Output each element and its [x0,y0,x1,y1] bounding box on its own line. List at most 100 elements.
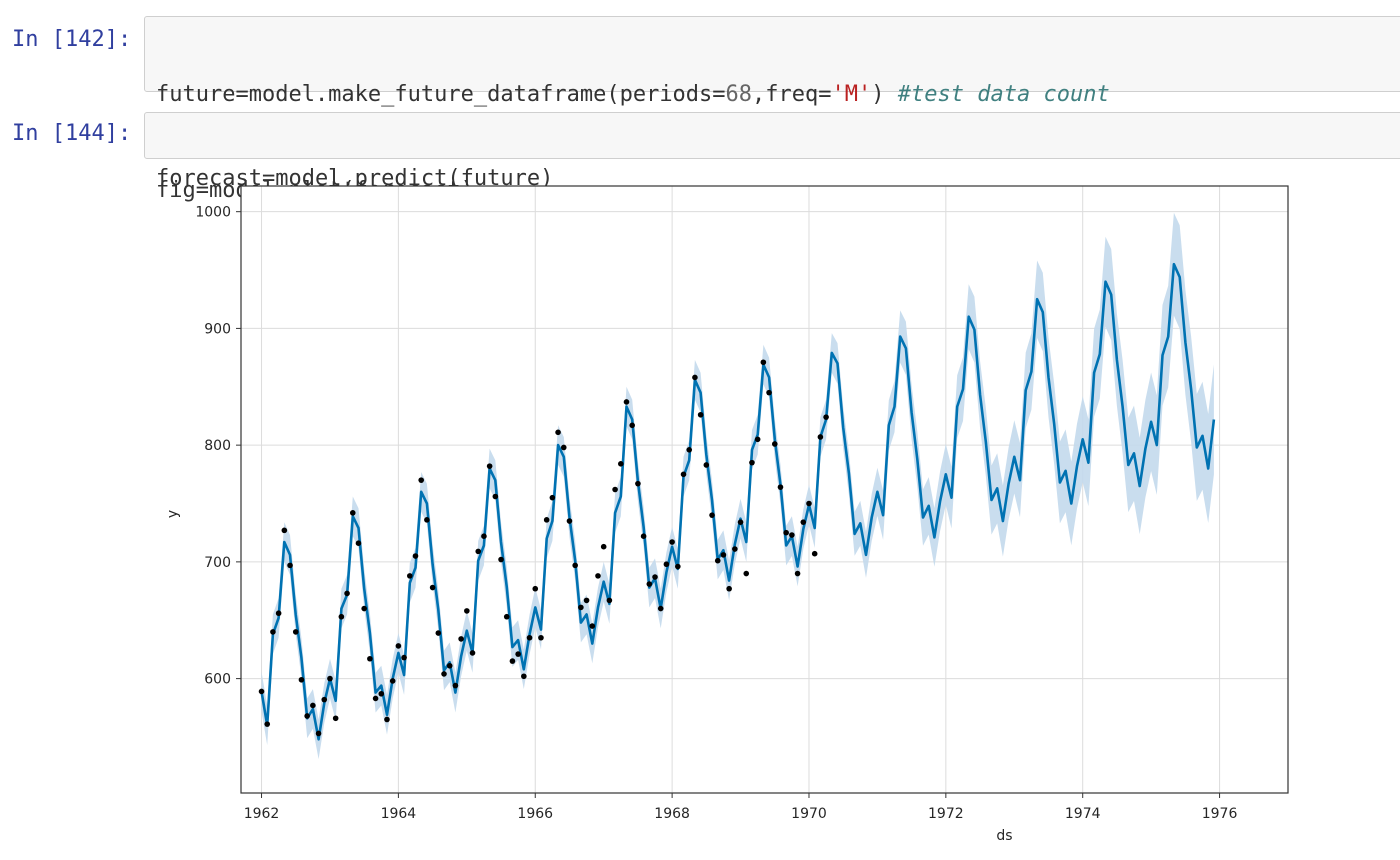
y-tick-label: 1000 [195,205,231,221]
x-tick-label: 1966 [517,806,553,822]
x-tick-label: 1968 [654,806,690,822]
observed-point [652,574,658,580]
x-tick-label: 1976 [1202,806,1238,822]
observed-point [304,713,310,719]
observed-point [629,422,635,429]
observed-point [617,461,624,467]
observed-point [332,715,339,722]
observed-point [760,359,767,366]
observed-point [458,636,464,642]
observed-point [806,500,812,507]
observed-point [287,562,293,569]
observed-point [686,447,693,453]
x-tick-label: 1970 [791,806,827,822]
observed-point [589,623,596,629]
y-tick-label: 800 [204,438,231,454]
observed-point [720,552,727,558]
observed-point [310,702,316,709]
x-tick-label: 1972 [928,806,964,822]
observed-point [389,678,396,684]
observed-point [566,518,573,524]
observed-point [258,688,265,695]
observed-point [270,629,276,635]
observed-point [515,651,521,657]
observed-point [503,613,510,620]
observed-point [327,675,333,682]
observed-point [498,556,504,563]
code-comment: #test data count [897,82,1110,107]
observed-point [367,655,373,662]
observed-point [657,605,664,612]
observed-point [555,429,561,436]
observed-point [606,597,613,604]
observed-point [384,716,390,723]
observed-point [749,459,755,466]
observed-point [424,517,430,523]
observed-point [697,411,704,418]
observed-point [355,540,362,546]
observed-point [714,557,721,564]
observed-point [646,581,653,587]
plot-frame [240,185,1289,794]
observed-point [766,389,772,396]
observed-point [281,527,288,534]
observed-point [789,532,795,538]
observed-point [600,543,607,550]
observed-point [475,548,482,555]
observed-point [675,563,681,570]
observed-point [709,512,715,518]
observed-point [680,471,687,478]
x-tick-label: 1962 [244,806,280,822]
observed-point [640,533,647,539]
x-tick-label: 1974 [1065,806,1101,822]
observed-point [526,634,533,641]
observed-point [275,610,282,617]
observed-point [406,573,413,579]
observed-point [560,444,567,451]
observed-point [521,673,527,680]
observed-point [737,519,744,525]
forecast-chart: 1962 1964 1966 1968 1970 1972 1974 1976 600 700 80… [165,185,1289,844]
observed-point [549,494,556,501]
observed-point [771,441,778,447]
observed-point [669,539,675,545]
observed-point [623,399,630,405]
y-tick-label: 900 [204,321,231,337]
observed-point [344,590,350,597]
observed-point [349,510,356,516]
observed-point [401,654,407,661]
observed-point [612,486,618,493]
observed-point [732,546,738,552]
observed-point [578,604,584,611]
output-plot: 1962 1964 1966 1968 1970 1972 1974 1976 600 700 80… [0,170,1400,860]
observed-point [595,573,601,579]
observed-point [703,462,710,468]
code-line-1: future=model.make_future_dataframe(perio… [156,82,1110,107]
observed-point [777,484,784,490]
code-editor-1[interactable]: future=model.make_future_dataframe(perio… [144,16,1400,191]
observed-point [543,517,550,523]
observed-point [532,585,539,592]
observed-point [298,676,305,683]
code-editor-2[interactable]: fig=model.plot(forecast) [144,112,1400,203]
observed-point [800,519,807,525]
observed-point [583,597,590,604]
observed-point [418,477,425,483]
observed-point [441,671,447,677]
observed-point [538,634,544,641]
observed-point [452,682,459,689]
input-prompt-2: In [144]: [12,121,132,146]
observed-point [486,463,493,469]
observed-point [395,643,402,649]
forecast-line [260,262,1216,741]
observed-point [446,662,453,669]
observed-point [794,570,801,577]
observed-point [817,434,824,440]
observed-point [378,690,385,697]
input-prompt-1: In [142]: [12,27,132,52]
observed-point [435,630,442,636]
observed-point [429,584,436,591]
observed-point [315,730,322,737]
observed-point [412,553,419,559]
observed-point [264,721,271,727]
